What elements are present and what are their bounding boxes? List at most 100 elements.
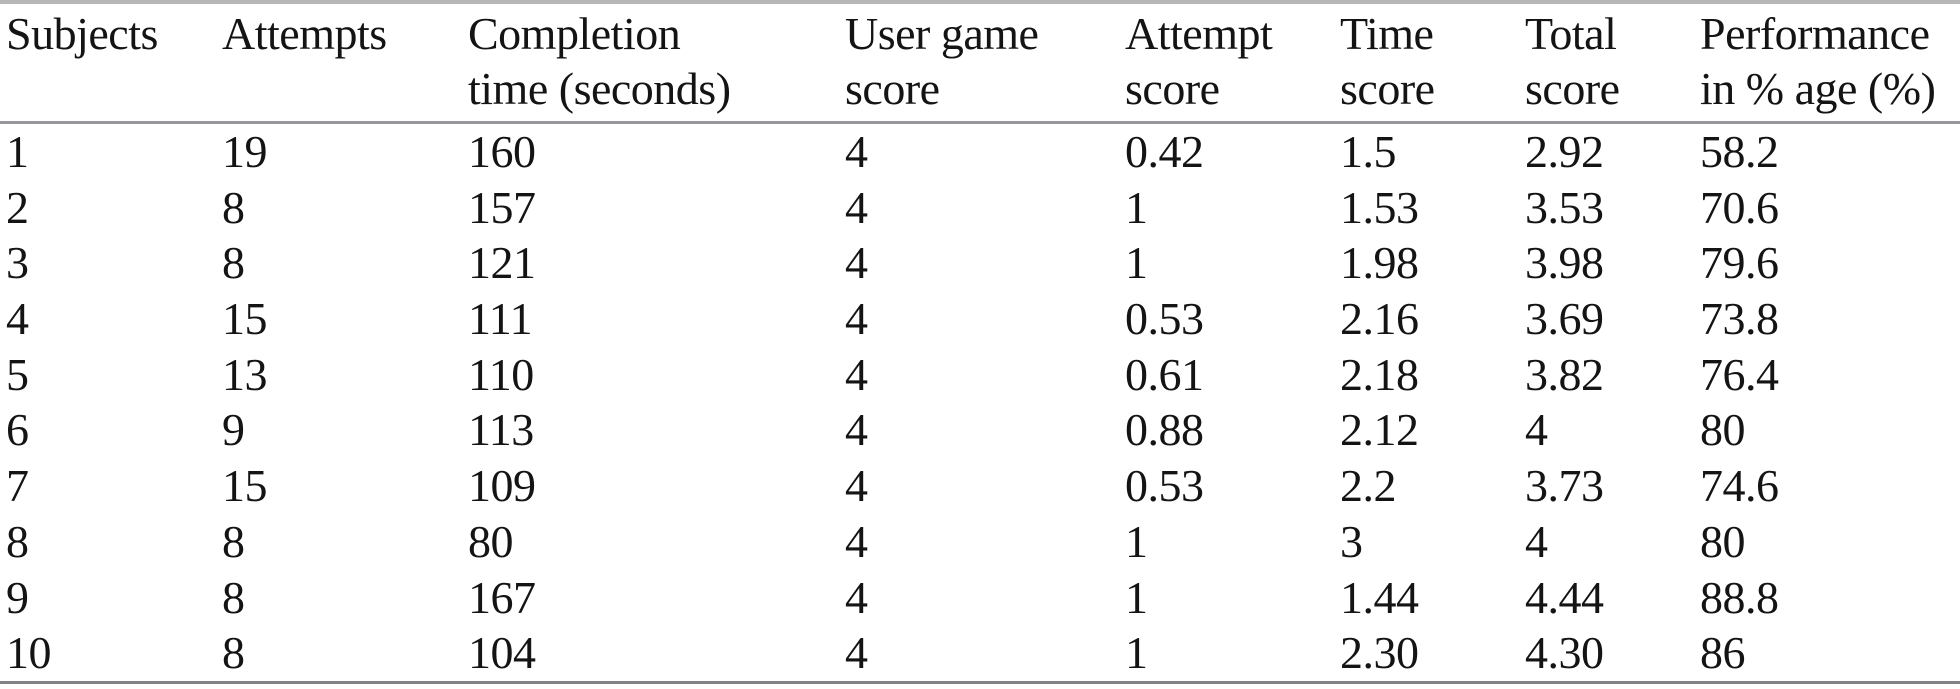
table-row: 9 8 167 4 1 1.44 4.44 88.8 <box>0 570 1960 626</box>
cell-attempts: 8 <box>222 627 245 679</box>
cell-total-score: 4 <box>1525 404 1548 456</box>
cell-user-game-score: 4 <box>845 515 868 567</box>
cell-performance: 80 <box>1700 404 1746 456</box>
table-header-rule <box>0 121 1960 124</box>
cell-time-score: 1.5 <box>1340 126 1397 177</box>
cell-time-score: 2.16 <box>1340 293 1419 345</box>
cell-attempt-score: 1 <box>1125 237 1148 289</box>
cell-attempt-score: 1 <box>1125 571 1148 623</box>
cell-user-game-score: 4 <box>845 237 868 289</box>
cell-subject: 2 <box>6 181 29 233</box>
cell-performance: 70.6 <box>1700 181 1779 233</box>
cell-user-game-score: 4 <box>845 404 868 456</box>
column-header-subjects: Subjects <box>6 6 222 121</box>
column-header-line1: Time <box>1340 8 1434 59</box>
cell-attempt-score: 1 <box>1125 181 1148 233</box>
cell-attempts: 8 <box>222 571 245 623</box>
cell-attempt-score: 1 <box>1125 515 1148 567</box>
cell-time-score: 2.12 <box>1340 404 1419 456</box>
cell-performance: 73.8 <box>1700 293 1779 345</box>
column-header-line1: Performance <box>1700 8 1930 59</box>
cell-attempt-score: 0.61 <box>1125 348 1204 400</box>
column-header-line2: time (seconds) <box>468 63 731 114</box>
cell-total-score: 3.98 <box>1525 237 1604 289</box>
column-header-line2: score <box>1125 63 1220 114</box>
cell-completion-time: 110 <box>468 348 534 400</box>
table-row: 10 8 104 4 1 2.30 4.30 86 <box>0 625 1960 681</box>
cell-completion-time: 111 <box>468 293 533 345</box>
cell-user-game-score: 4 <box>845 293 868 345</box>
cell-attempts: 15 <box>222 460 268 512</box>
cell-subject: 9 <box>6 571 29 623</box>
table-body: 1 19 160 4 0.42 1.5 2.92 58.2 2 8 157 4 … <box>0 124 1960 681</box>
cell-user-game-score: 4 <box>845 460 868 512</box>
cell-time-score: 1.53 <box>1340 181 1419 233</box>
table-row: 5 13 110 4 0.61 2.18 3.82 76.4 <box>0 347 1960 403</box>
cell-attempts: 19 <box>222 126 268 177</box>
column-header-attempt-score: Attempt score <box>1125 6 1340 121</box>
column-header-line1: Subjects <box>6 8 158 59</box>
column-header-line2: in % age (%) <box>1700 63 1936 114</box>
table-row: 1 19 160 4 0.42 1.5 2.92 58.2 <box>0 124 1960 180</box>
cell-performance: 86 <box>1700 627 1746 679</box>
column-header-line2: score <box>1340 63 1435 114</box>
cell-time-score: 2.30 <box>1340 627 1419 679</box>
cell-subject: 8 <box>6 515 29 567</box>
cell-attempts: 13 <box>222 348 268 400</box>
table-row: 4 15 111 4 0.53 2.16 3.69 73.8 <box>0 291 1960 347</box>
cell-subject: 1 <box>6 126 29 177</box>
cell-total-score: 3.53 <box>1525 181 1604 233</box>
cell-subject: 7 <box>6 460 29 512</box>
cell-attempt-score: 0.53 <box>1125 460 1204 512</box>
cell-time-score: 3 <box>1340 515 1363 567</box>
cell-total-score: 4 <box>1525 515 1548 567</box>
table-row: 7 15 109 4 0.53 2.2 3.73 74.6 <box>0 458 1960 514</box>
column-header-line1: Attempts <box>222 8 387 59</box>
cell-subject: 4 <box>6 293 29 345</box>
cell-completion-time: 157 <box>468 181 536 233</box>
cell-time-score: 1.44 <box>1340 571 1419 623</box>
cell-completion-time: 80 <box>468 515 514 567</box>
cell-user-game-score: 4 <box>845 181 868 233</box>
cell-performance: 76.4 <box>1700 348 1779 400</box>
column-header-line1: Completion <box>468 8 681 59</box>
cell-completion-time: 121 <box>468 237 536 289</box>
table-bottom-rule <box>0 681 1960 684</box>
column-header-line1: Attempt <box>1125 8 1273 59</box>
column-header-attempts: Attempts <box>222 6 468 121</box>
cell-completion-time: 104 <box>468 627 536 679</box>
cell-time-score: 1.98 <box>1340 237 1419 289</box>
cell-attempt-score: 0.53 <box>1125 293 1204 345</box>
cell-attempts: 8 <box>222 237 245 289</box>
cell-attempt-score: 0.42 <box>1125 126 1204 177</box>
cell-subject: 3 <box>6 237 29 289</box>
cell-completion-time: 160 <box>468 126 536 177</box>
cell-attempts: 8 <box>222 181 245 233</box>
cell-user-game-score: 4 <box>845 627 868 679</box>
cell-attempts: 15 <box>222 293 268 345</box>
column-header-line2: score <box>1525 63 1620 114</box>
cell-total-score: 3.82 <box>1525 348 1604 400</box>
cell-performance: 74.6 <box>1700 460 1779 512</box>
cell-time-score: 2.18 <box>1340 348 1419 400</box>
cell-completion-time: 113 <box>468 404 534 456</box>
cell-user-game-score: 4 <box>845 126 868 177</box>
cell-subject: 6 <box>6 404 29 456</box>
cell-performance: 58.2 <box>1700 126 1779 177</box>
cell-time-score: 2.2 <box>1340 460 1397 512</box>
column-header-line1: Total <box>1525 8 1617 59</box>
table-row: 3 8 121 4 1 1.98 3.98 79.6 <box>0 235 1960 291</box>
cell-completion-time: 167 <box>468 571 536 623</box>
column-header-line1: User game <box>845 8 1039 59</box>
cell-completion-time: 109 <box>468 460 536 512</box>
table-row: 6 9 113 4 0.88 2.12 4 80 <box>0 402 1960 458</box>
table-row: 8 8 80 4 1 3 4 80 <box>0 514 1960 570</box>
cell-user-game-score: 4 <box>845 571 868 623</box>
cell-total-score: 4.44 <box>1525 571 1604 623</box>
cell-total-score: 3.69 <box>1525 293 1604 345</box>
cell-attempt-score: 1 <box>1125 627 1148 679</box>
column-header-total-score: Total score <box>1525 6 1700 121</box>
column-header-user-game-score: User game score <box>845 6 1125 121</box>
table-top-rule <box>0 0 1960 4</box>
table-row: 2 8 157 4 1 1.53 3.53 70.6 <box>0 180 1960 236</box>
